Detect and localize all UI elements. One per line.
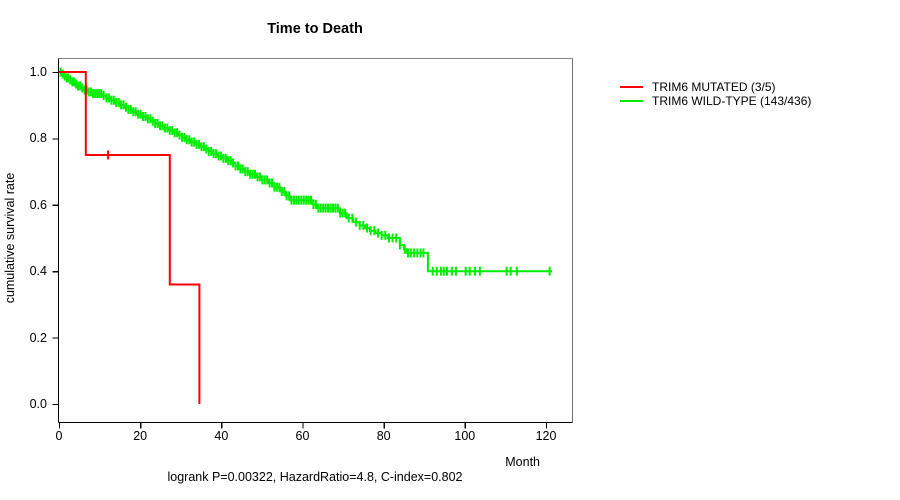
legend-line-green-icon <box>620 99 643 103</box>
legend-label-wildtype: TRIM6 WILD-TYPE (143/436) <box>652 94 812 108</box>
km-curve <box>59 71 553 273</box>
y-tick-label: 0.8 <box>29 131 47 146</box>
legend-item-mutated: TRIM6 MUTATED (3/5) <box>620 80 811 94</box>
legend-label-mutated: TRIM6 MUTATED (3/5) <box>652 80 776 94</box>
statistics-annotation: logrank P=0.00322, HazardRatio=4.8, C-in… <box>167 470 463 484</box>
x-tick-label: 80 <box>376 429 391 443</box>
y-tick-label: 0.6 <box>29 197 47 212</box>
km-curve <box>59 71 201 404</box>
x-tick-label: 120 <box>535 429 557 443</box>
chart-title: Time to Death <box>267 21 363 37</box>
x-tick-label: 100 <box>454 429 476 443</box>
x-tick-label: 0 <box>55 429 63 443</box>
legend-item-wildtype: TRIM6 WILD-TYPE (143/436) <box>620 94 811 108</box>
x-tick-label: 20 <box>133 429 148 443</box>
x-axis-label: Month <box>505 455 540 469</box>
legend: TRIM6 MUTATED (3/5) TRIM6 WILD-TYPE (143… <box>620 80 811 108</box>
legend-line-red-icon <box>620 85 643 89</box>
y-tick-label: 0.0 <box>29 397 47 411</box>
y-tick-label: 0.2 <box>29 330 47 345</box>
y-tick-label: 1.0 <box>29 65 47 79</box>
x-tick-label: 60 <box>295 429 310 443</box>
y-axis-label: cumulative survival rate <box>3 172 17 304</box>
x-tick-label: 40 <box>214 429 229 443</box>
y-tick-label: 0.4 <box>29 264 47 279</box>
